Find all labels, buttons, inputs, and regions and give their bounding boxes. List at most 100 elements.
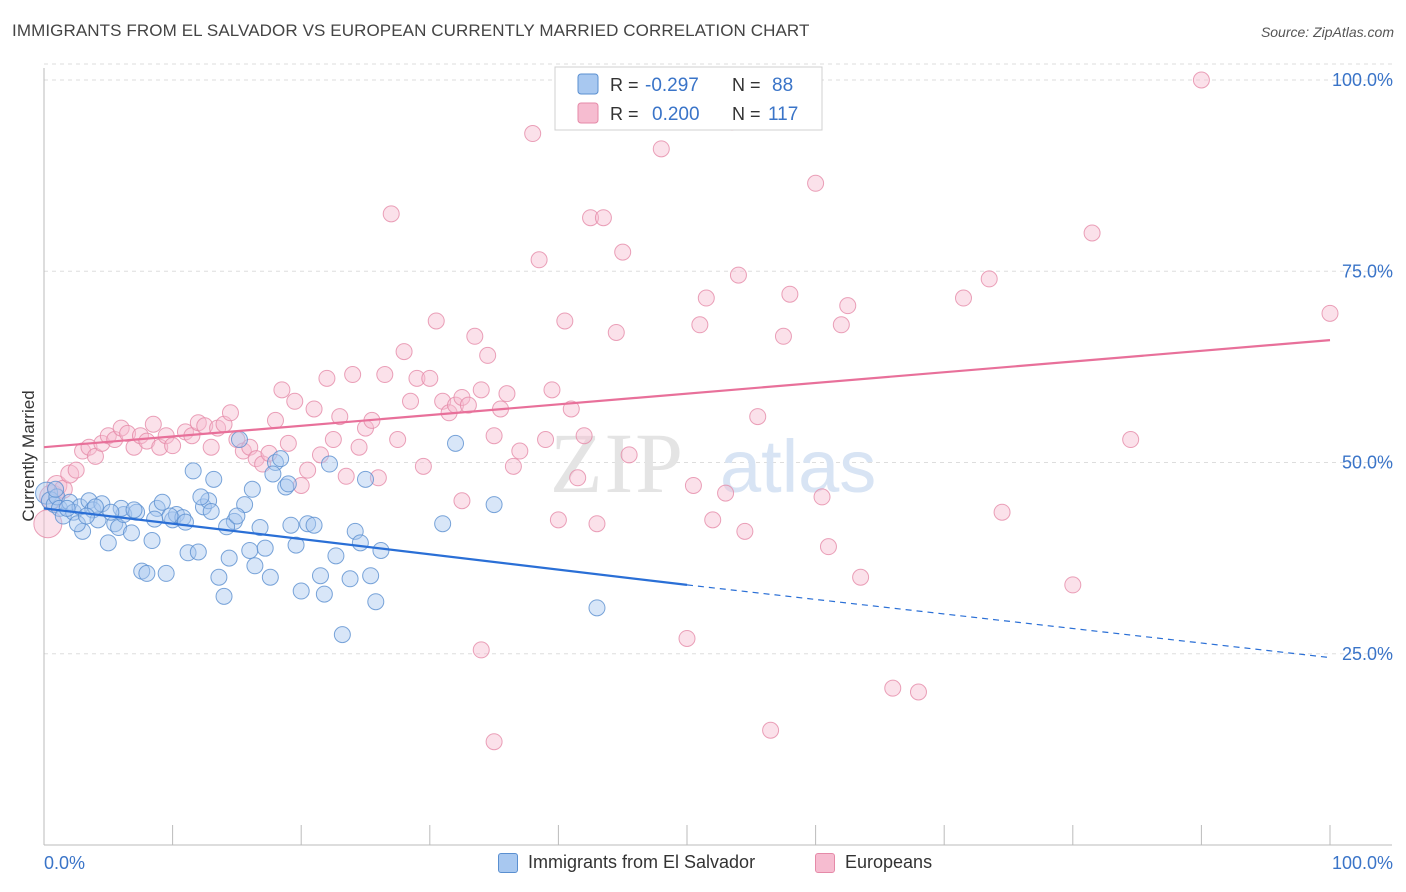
europeans-point (421, 369, 439, 387)
el-salvador-point (264, 465, 282, 483)
el-salvador-point (447, 434, 465, 452)
legend-item-europeans[interactable]: Europeans (815, 852, 932, 873)
europeans-point (807, 174, 825, 192)
europeans-point (337, 467, 355, 485)
europeans-point (511, 442, 529, 460)
europeans-point (530, 251, 548, 269)
legend-item-el-salvador[interactable]: Immigrants from El Salvador (498, 852, 755, 873)
el-salvador-point (311, 567, 329, 585)
europeans-point (466, 327, 484, 345)
el-salvador-point (146, 510, 164, 528)
europeans-point (1321, 304, 1339, 322)
europeans-point (459, 396, 477, 414)
correlation-legend: R = -0.297 N = 88 R = 0.200 N = 117 (554, 66, 823, 131)
y-tick-labels: 25.0% 50.0% 75.0% 100.0% (1332, 70, 1393, 664)
europeans-point (389, 431, 407, 449)
europeans-points (33, 71, 1339, 751)
europeans-point (569, 469, 587, 487)
el-salvador-point (125, 501, 143, 519)
el-salvador-point (246, 557, 264, 575)
europeans-point (909, 683, 927, 701)
europeans-point (697, 289, 715, 307)
el-salvador-point (320, 455, 338, 473)
europeans-point (575, 427, 593, 445)
el-salvador-point (362, 567, 380, 585)
legend-r-label: R = (610, 104, 639, 124)
el-salvador-point (243, 480, 261, 498)
el-salvador-point (184, 462, 202, 480)
europeans-point (427, 312, 445, 330)
y-tick-label: 75.0% (1342, 261, 1393, 281)
europeans-point (1064, 576, 1082, 594)
source-label: Source: ZipAtlas.com (1260, 24, 1394, 40)
europeans-point (254, 455, 272, 473)
el-salvador-point (251, 519, 269, 537)
y-tick-label: 100.0% (1332, 70, 1393, 90)
legend-n-value: 88 (772, 75, 793, 96)
europeans-point (678, 629, 696, 647)
europeans-point (376, 366, 394, 384)
europeans-point (736, 522, 754, 540)
europeans-point (286, 392, 304, 410)
el-salvador-point (192, 488, 210, 506)
legend-swatch-blue (577, 73, 599, 95)
el-salvador-point (202, 502, 220, 520)
europeans-point (832, 316, 850, 334)
europeans-point (344, 366, 362, 384)
legend-swatch-blue (498, 852, 518, 873)
el-salvador-point (143, 532, 161, 550)
europeans-point (67, 461, 85, 479)
europeans-point (402, 392, 420, 410)
el-salvador-point (279, 475, 297, 493)
el-salvador-point (220, 549, 238, 567)
el-salvador-point (588, 599, 606, 617)
el-salvador-point (210, 568, 228, 586)
el-salvador-point (122, 524, 140, 542)
europeans-point (119, 424, 137, 442)
el-salvador-point (305, 516, 323, 534)
el-salvador-point (241, 541, 259, 559)
europeans-point (299, 461, 317, 479)
europeans-point (556, 312, 574, 330)
el-salvador-point (228, 507, 246, 525)
europeans-point (485, 733, 503, 751)
watermark-zip: ZIP (550, 415, 685, 511)
europeans-point (202, 438, 220, 456)
europeans-point (852, 568, 870, 586)
el-salvador-point (341, 570, 359, 588)
europeans-point (498, 385, 516, 403)
europeans-point (324, 431, 342, 449)
europeans-point (614, 243, 632, 261)
legend-r-label: R = (610, 75, 639, 95)
el-salvador-point (230, 431, 248, 449)
europeans-point (762, 721, 780, 739)
europeans-point (164, 437, 182, 455)
europeans-point (144, 415, 162, 433)
europeans-point (729, 266, 747, 284)
europeans-point (266, 411, 284, 429)
europeans-point (954, 289, 972, 307)
europeans-point (221, 404, 239, 422)
europeans-point (774, 327, 792, 345)
europeans-point (549, 511, 567, 529)
europeans-point (504, 457, 522, 475)
europeans-point (382, 205, 400, 223)
legend-swatch-pink (577, 102, 599, 124)
europeans-point (819, 538, 837, 556)
europeans-point (749, 408, 767, 426)
el-salvador-point (110, 519, 128, 537)
legend-swatch-pink (815, 852, 835, 873)
europeans-point (620, 446, 638, 464)
el-salvador-point (372, 541, 390, 559)
europeans-point (395, 343, 413, 361)
el-salvador-point (215, 587, 233, 605)
europeans-point (594, 209, 612, 227)
europeans-point (684, 476, 702, 494)
europeans-point (472, 381, 490, 399)
el-salvador-point (189, 543, 207, 561)
europeans-point (704, 511, 722, 529)
europeans-point (472, 641, 490, 659)
europeans-point (485, 427, 503, 445)
europeans-point (524, 125, 542, 143)
